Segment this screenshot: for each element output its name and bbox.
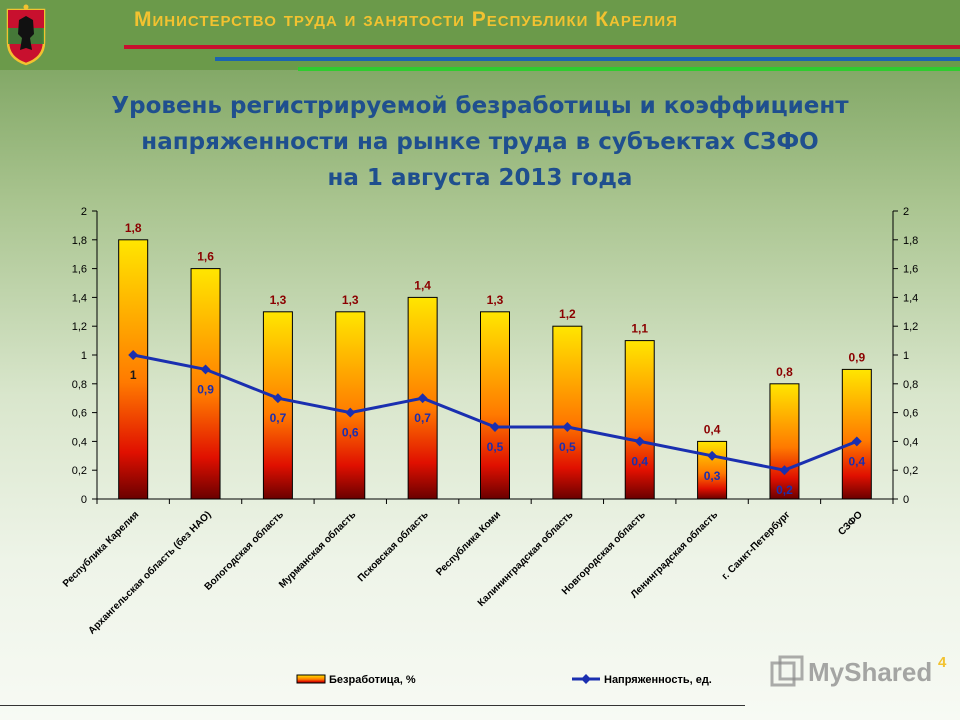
y-tick-label-left: 0,6	[72, 408, 87, 420]
legend-swatch-bar	[296, 674, 326, 684]
y-tick-label-left: 1,2	[72, 321, 87, 333]
chart-title-line-1: Уровень регистрируемой безработицы и коэ…	[111, 93, 849, 119]
bar-data-label: 0,8	[776, 365, 793, 379]
line-point	[851, 436, 862, 447]
x-tick-label: Вологодская область	[202, 509, 286, 593]
legend-label-bar: Безработица, %	[329, 674, 416, 686]
bar-data-label: 1,2	[559, 307, 576, 321]
legend-label-line: Напряженность, ед.	[604, 674, 712, 686]
y-tick-label-right: 2	[903, 206, 909, 218]
y-tick-label-left: 0,8	[72, 379, 87, 391]
bar	[769, 383, 800, 500]
bar	[841, 368, 872, 500]
x-tick-label: Псковская область	[355, 509, 431, 585]
line-point	[417, 393, 428, 404]
chart-title-line-2: напряженности на рынке труда в субъектах…	[141, 129, 819, 155]
page-number: 4	[938, 654, 947, 671]
y-tick-label-right: 1,6	[903, 264, 918, 276]
bar-data-label: 0,4	[704, 422, 721, 436]
line-point	[490, 422, 500, 432]
line-point	[634, 436, 645, 447]
watermark: MyShared	[770, 655, 933, 691]
coat-of-arms-icon	[6, 4, 46, 66]
y-tick-label-left: 1	[81, 350, 87, 362]
bar-data-label: 1,3	[270, 293, 287, 307]
bar-data-label: 1,4	[414, 278, 431, 292]
header-bar: Министерство труда и занятости Республик…	[0, 0, 960, 71]
x-tick-label: Архангельская область (без НАО)	[86, 509, 214, 637]
y-tick-label-left: 0,2	[72, 465, 87, 477]
x-tick-label: Мурманская область	[276, 509, 358, 591]
bar	[262, 311, 293, 500]
x-tick-label: Республика Коми	[434, 509, 504, 579]
y-tick-label-left: 1,8	[72, 235, 87, 247]
y-tick-label-right: 0,8	[903, 379, 918, 391]
line-point	[779, 465, 790, 476]
y-tick-label-left: 2	[81, 206, 87, 218]
line-data-label: 0,5	[487, 440, 504, 454]
watermark-logo-icon	[770, 655, 804, 687]
line-data-label: 0,7	[414, 411, 431, 425]
chart-title: Уровень регистрируемой безработицы и коэ…	[0, 88, 960, 196]
header-stripe-red	[124, 45, 960, 49]
bar-data-label: 1,1	[631, 322, 648, 336]
y-tick-label-right: 0,4	[903, 436, 918, 448]
bar	[118, 239, 149, 500]
y-tick-label-right: 1	[903, 350, 909, 362]
y-tick-label-left: 0,4	[72, 436, 87, 448]
ministry-title: Министерство труда и занятости Республик…	[134, 8, 678, 31]
y-tick-label-right: 0,2	[903, 465, 918, 477]
bar	[335, 311, 366, 500]
line-data-label: 0,5	[559, 440, 576, 454]
line-data-label: 0,2	[776, 483, 793, 497]
line-data-label: 1	[130, 368, 137, 382]
line-point	[562, 422, 573, 432]
bar	[190, 268, 221, 500]
line-data-label: 0,4	[848, 454, 865, 468]
header-stripe-blue	[215, 57, 960, 61]
watermark-text: MyShared	[808, 657, 933, 687]
line-data-label: 0,3	[704, 469, 721, 483]
line-point	[707, 450, 718, 461]
legend-marker-line	[581, 674, 591, 684]
bar-data-label: 1,3	[487, 293, 504, 307]
chart-title-line-3: на 1 августа 2013 года	[327, 165, 633, 191]
x-tick-label: г. Санкт-Петербург	[719, 509, 792, 582]
y-tick-label-right: 1,4	[903, 292, 918, 304]
x-tick-label: СЗФО	[836, 509, 865, 538]
header-stripe-green	[298, 67, 960, 71]
line-data-label: 0,6	[342, 426, 359, 440]
x-tick-label: Новгородская область	[559, 509, 648, 598]
bottom-rule	[0, 705, 745, 706]
bar	[624, 340, 655, 500]
bar	[480, 311, 510, 500]
line-data-label: 0,4	[631, 454, 648, 468]
x-tick-label: Республика Карелия	[60, 509, 141, 590]
bar-data-label: 0,9	[848, 350, 865, 364]
line-data-label: 0,7	[270, 411, 287, 425]
line-point	[200, 364, 211, 375]
y-tick-label-right: 1,2	[903, 321, 918, 333]
line-point	[128, 350, 139, 360]
y-tick-label-left: 1,6	[72, 264, 87, 276]
y-tick-label-left: 0	[81, 494, 87, 506]
bar-data-label: 1,3	[342, 293, 359, 307]
y-tick-label-right: 0,6	[903, 408, 918, 420]
y-tick-label-left: 1,4	[72, 292, 87, 304]
line-data-label: 0,9	[197, 382, 214, 396]
y-tick-label-right: 0	[903, 494, 909, 506]
bar-data-label: 1,6	[197, 250, 214, 264]
bar-data-label: 1,8	[125, 221, 142, 235]
line-point	[345, 407, 356, 418]
y-tick-label-right: 1,8	[903, 235, 918, 247]
line-point	[272, 393, 283, 404]
bar	[552, 325, 583, 500]
